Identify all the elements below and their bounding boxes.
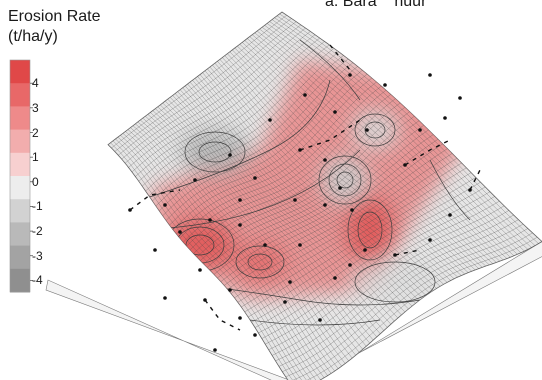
sample-point <box>238 316 242 320</box>
sample-point <box>193 178 197 182</box>
sample-point <box>228 288 232 292</box>
sample-point <box>428 73 432 77</box>
legend-swatch <box>10 199 30 223</box>
sample-point <box>333 276 337 280</box>
sample-point <box>383 83 387 87</box>
legend-tick-label: 3 <box>32 100 39 115</box>
sample-point <box>213 348 217 352</box>
legend-swatch <box>10 222 30 247</box>
legend-tick-label: 2 <box>32 125 39 140</box>
sample-point <box>153 248 157 252</box>
legend-swatch <box>10 268 30 293</box>
sample-point <box>458 96 462 100</box>
sample-point <box>253 333 257 337</box>
sample-point <box>303 93 307 97</box>
legend-tick-label: 1 <box>32 150 39 165</box>
legend-tick-label: -4 <box>32 273 43 288</box>
sample-point <box>333 110 337 114</box>
sample-point <box>163 203 167 207</box>
legend-color-bar <box>9 59 33 293</box>
legend-swatch <box>10 60 30 84</box>
legend-tick-label: 4 <box>32 76 39 91</box>
sample-point <box>208 218 212 222</box>
legend-unit: (t/ha/y) <box>8 28 58 45</box>
legend-swatch <box>10 245 30 270</box>
legend-title: Erosion Rate <box>8 8 101 25</box>
sample-point <box>418 128 422 132</box>
sampling-points <box>128 44 481 352</box>
erosion-color-field <box>150 60 490 302</box>
sample-point <box>323 203 327 207</box>
sample-point <box>363 248 367 252</box>
sample-point <box>350 208 354 212</box>
sample-point <box>263 243 267 247</box>
sample-point <box>428 238 432 242</box>
sample-point <box>198 268 202 272</box>
legend-swatch <box>10 129 30 154</box>
legend-tick-label: -2 <box>32 224 43 239</box>
sample-point <box>323 158 327 162</box>
sample-point <box>268 118 272 122</box>
sample-point <box>293 198 297 202</box>
legend-tick-label: -3 <box>32 248 43 263</box>
legend-swatch <box>10 176 30 200</box>
sample-point <box>448 213 452 217</box>
legend-swatch <box>10 152 30 177</box>
legend-swatch <box>10 106 30 131</box>
sample-point <box>348 73 352 77</box>
sample-point <box>348 263 352 267</box>
sample-point <box>365 128 369 132</box>
legend-swatch <box>10 83 30 107</box>
sample-point <box>163 296 167 300</box>
sample-point <box>178 230 182 234</box>
surface-mesh <box>108 12 542 380</box>
panel-label: a. Bara nuur <box>325 0 427 10</box>
sample-point <box>443 116 447 120</box>
sample-point <box>283 300 287 304</box>
sample-point <box>228 153 232 157</box>
sample-point <box>318 318 322 322</box>
sample-point <box>238 198 242 202</box>
sample-point <box>253 176 257 180</box>
sample-point <box>338 186 342 190</box>
sample-point <box>238 223 242 227</box>
sample-point <box>298 243 302 247</box>
legend-tick-label: 0 <box>32 174 39 189</box>
sample-point <box>288 280 292 284</box>
legend-tick-label: -1 <box>32 199 43 214</box>
